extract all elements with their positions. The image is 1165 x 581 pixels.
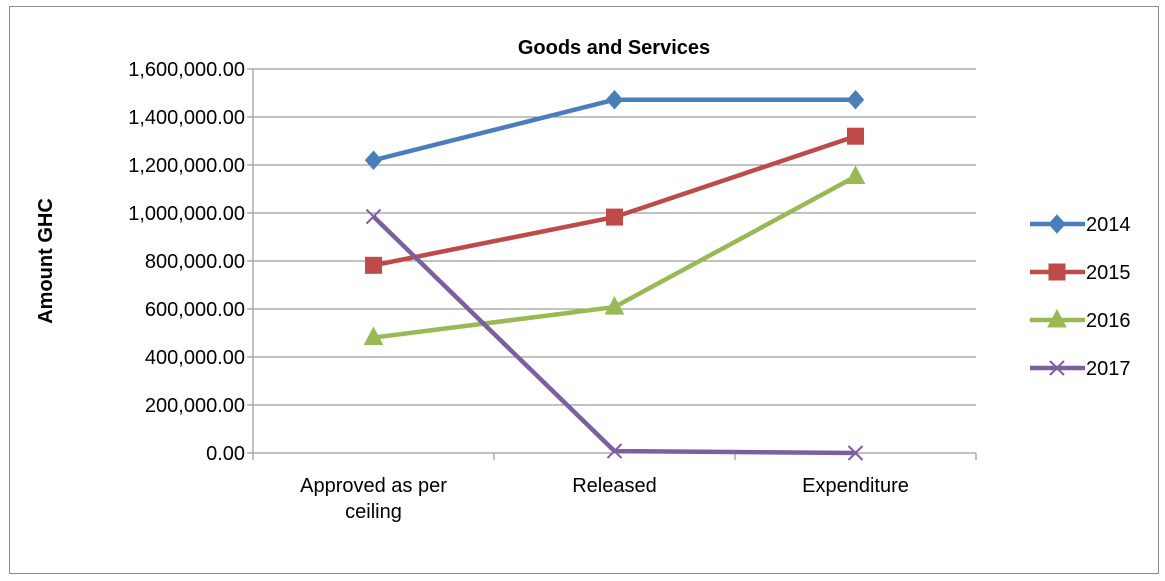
gridlines <box>253 68 976 406</box>
legend-marker <box>1049 360 1065 376</box>
legend-marker <box>1048 214 1066 234</box>
x-tick-labels: Approved as per ceiling Released Expenditur… <box>300 475 909 523</box>
legend-label: 2015 <box>1086 262 1131 284</box>
x-tick-label: Approved as per ceiling <box>300 475 447 523</box>
axes <box>247 68 977 460</box>
x-mark-stroke <box>606 443 623 459</box>
legend-label: 2014 <box>1086 214 1131 236</box>
x-tick-label: Released <box>572 475 657 497</box>
legend-marker <box>1048 263 1066 281</box>
y-tick-label: 800,000.00 <box>145 251 245 273</box>
x-tick-label: Expenditure <box>802 475 909 497</box>
x-mark-stroke <box>1049 360 1065 376</box>
data-point-2016 <box>845 165 866 185</box>
legend-item-2014: 2014 <box>1030 214 1131 236</box>
legend: 2014 2015 2016 2017 <box>1030 214 1131 380</box>
y-tick-label: 1,000,000.00 <box>128 203 245 225</box>
data-point-2015 <box>606 208 623 226</box>
legend-label: 2017 <box>1086 358 1131 380</box>
y-tick-label: 200,000.00 <box>145 395 245 417</box>
data-point-2017 <box>606 443 623 459</box>
legend-label: 2016 <box>1086 310 1131 332</box>
data-point-2016 <box>363 326 384 346</box>
data-point-2014 <box>364 150 383 170</box>
y-tick-label: 1,200,000.00 <box>128 155 245 177</box>
data-point-2015 <box>365 256 382 274</box>
chart-area <box>9 6 1159 574</box>
y-tick-label: 600,000.00 <box>145 299 245 321</box>
x-mark-stroke <box>365 208 382 225</box>
data-point-2017 <box>365 208 382 225</box>
y-tick-label: 400,000.00 <box>145 347 245 369</box>
series-line-2015 <box>373 134 857 268</box>
data-point-2015 <box>847 127 864 145</box>
legend-marker <box>1047 308 1067 328</box>
data-point-2017 <box>847 445 864 461</box>
y-tick-labels: 0.00 200,000.00 400,000.00 600,000.00 800,00… <box>128 59 245 465</box>
legend-item-2015: 2015 <box>1030 262 1131 284</box>
y-tick-label: 1,600,000.00 <box>128 59 245 81</box>
legend-item-2016: 2016 <box>1030 308 1131 332</box>
data-point-2014 <box>605 89 624 110</box>
legend-item-2017: 2017 <box>1030 358 1131 380</box>
y-axis-title: Amount GHC <box>35 198 57 324</box>
data-point-2014 <box>846 89 865 110</box>
x-mark-stroke <box>847 445 864 461</box>
y-tick-label: 1,400,000.00 <box>128 107 245 129</box>
data-point-2016 <box>604 296 625 315</box>
series-lines <box>363 89 866 461</box>
chart-title: Goods and Services <box>518 37 710 59</box>
y-tick-label: 0.00 <box>206 443 245 465</box>
